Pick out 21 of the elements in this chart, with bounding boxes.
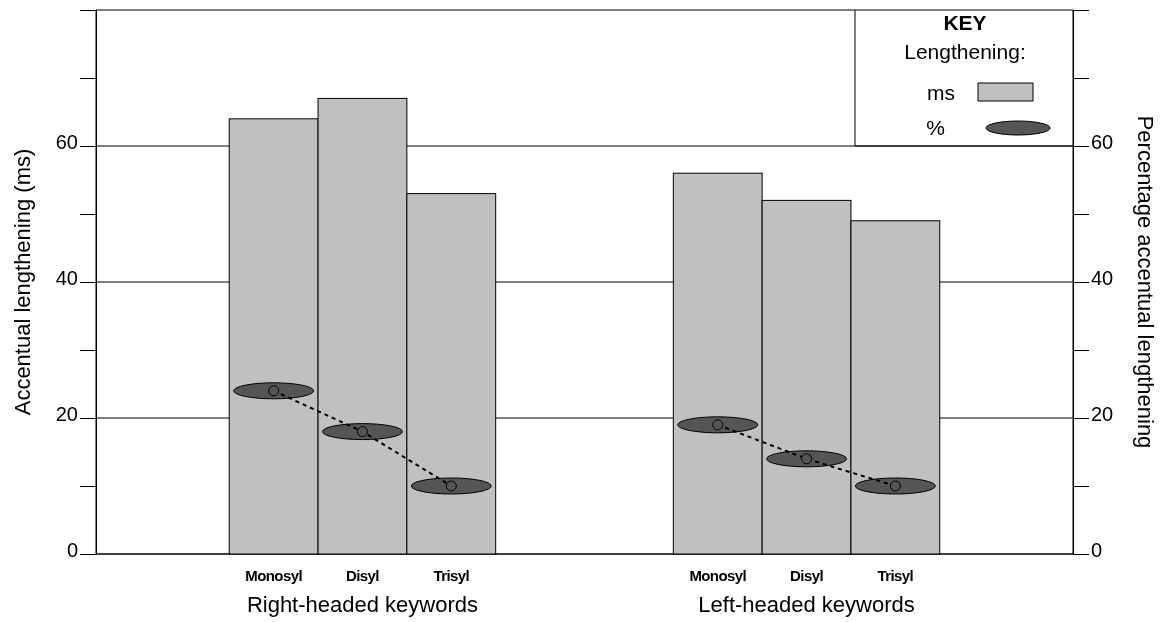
y-tick-label: 60 bbox=[55, 130, 78, 153]
y-tick-label: 20 bbox=[55, 402, 78, 425]
legend-title: KEY Lengthening: bbox=[904, 11, 1026, 63]
text: Right-headed keywords bbox=[246, 592, 479, 617]
y-tick-label: 0 bbox=[66, 538, 78, 561]
y2-tick-label: 0 bbox=[1091, 538, 1103, 561]
x-tick-label: Monosyl bbox=[689, 566, 747, 584]
legend-label: % bbox=[926, 116, 945, 139]
x-tick-label: Disyl bbox=[346, 566, 380, 584]
y-tick-label: 40 bbox=[55, 266, 78, 289]
y2-tick-label: 60 bbox=[1091, 130, 1114, 153]
y2-axis-title: Percentage accentual lengthening bbox=[1133, 115, 1158, 449]
y-axis-title: Accentual lengthening (ms) bbox=[10, 148, 35, 416]
y2-tick-label: 20 bbox=[1091, 402, 1114, 425]
x-tick-label: Monosyl bbox=[245, 566, 303, 584]
x-tick-label: Trisyl bbox=[877, 566, 914, 584]
x-tick-label: Trisyl bbox=[433, 566, 470, 584]
x-tick-label: Disyl bbox=[790, 566, 824, 584]
legend-label: ms bbox=[927, 81, 955, 104]
text: Left-headed keywords bbox=[698, 592, 915, 617]
y2-tick-label: 40 bbox=[1091, 266, 1114, 289]
